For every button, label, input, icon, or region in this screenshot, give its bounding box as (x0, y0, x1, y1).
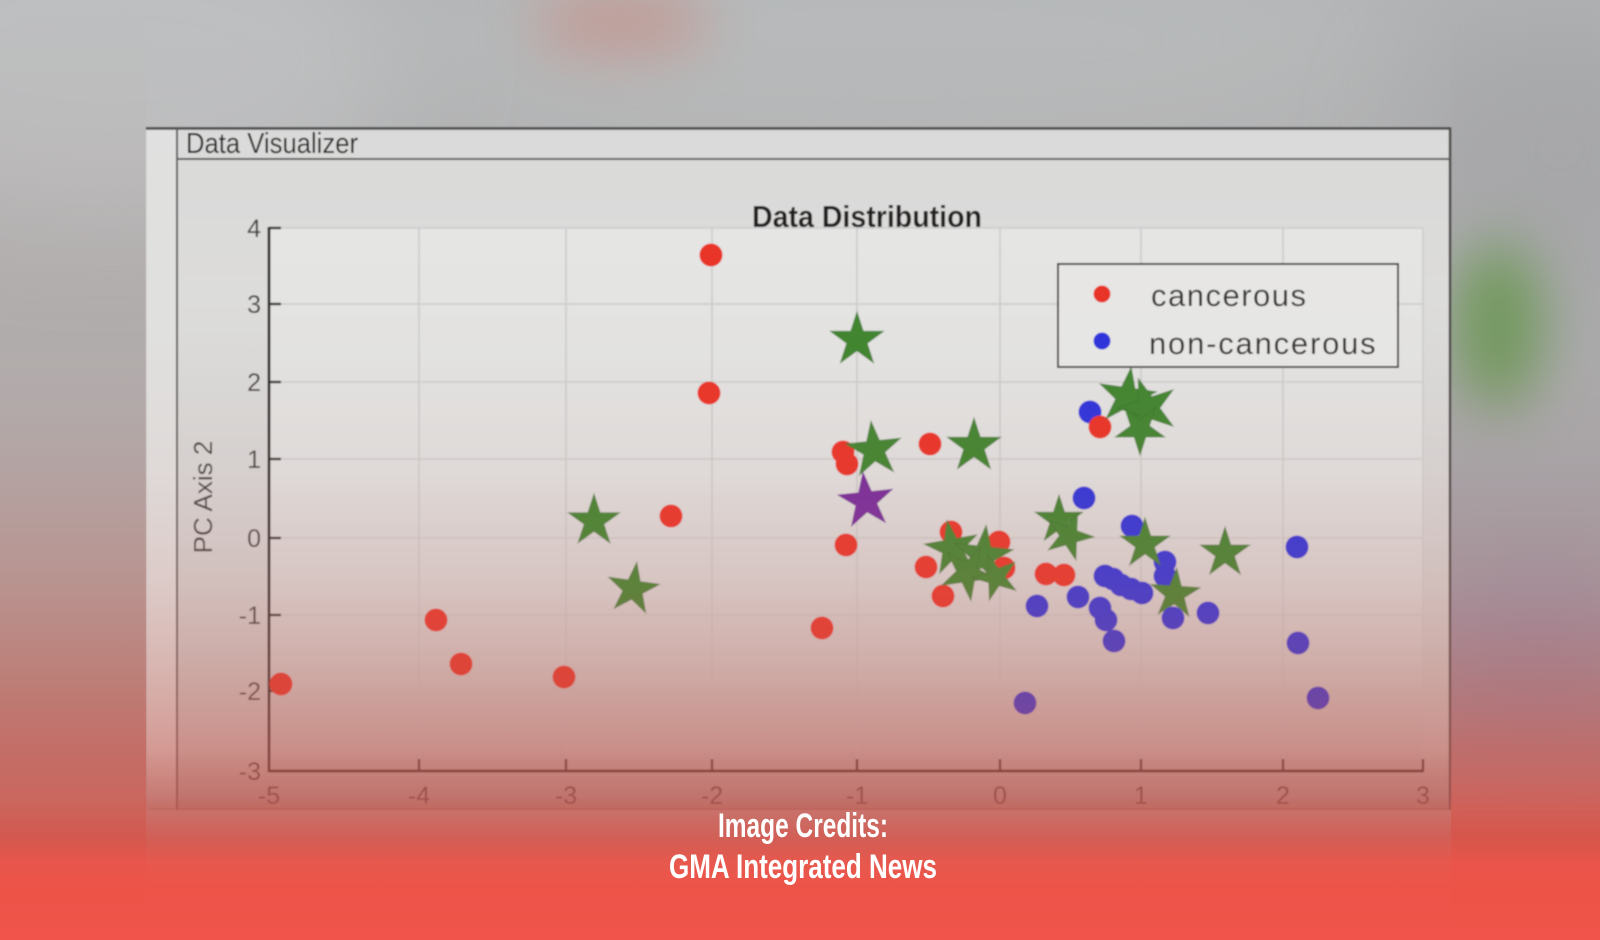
svg-text:Image Credits:: Image Credits: (718, 807, 888, 845)
svg-text:GMA Integrated News: GMA Integrated News (669, 848, 937, 886)
